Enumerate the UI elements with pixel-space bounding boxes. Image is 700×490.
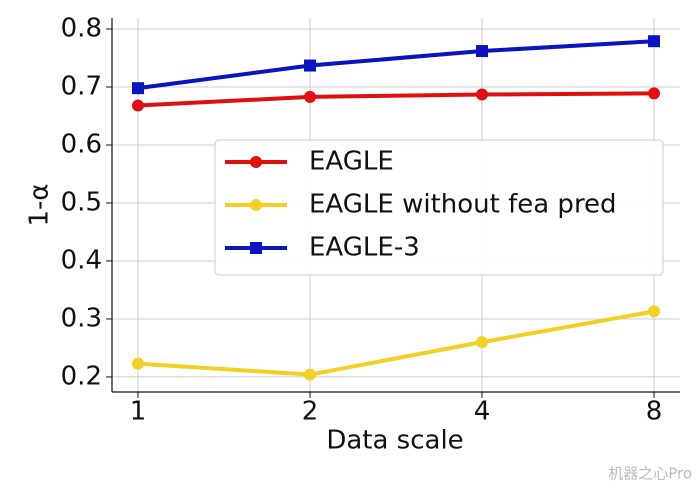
x-tick-label: 1	[130, 397, 147, 427]
y-tick-label: 0.8	[61, 14, 102, 44]
point	[648, 87, 660, 100]
point	[648, 35, 660, 48]
point	[476, 45, 488, 58]
line	[137, 309, 655, 377]
x-tick-label: 2	[302, 397, 319, 427]
legend-label: EAGLE without fea pred	[309, 190, 617, 220]
legend-label: EAGLE	[309, 147, 394, 177]
point	[476, 88, 488, 101]
line	[137, 39, 655, 91]
point	[304, 59, 316, 72]
legend-marker	[250, 199, 262, 211]
point	[304, 90, 316, 103]
x-tick-label: 4	[474, 397, 491, 427]
legend-label: EAGLE-3	[309, 233, 420, 263]
legend-marker	[250, 242, 262, 254]
point	[304, 368, 316, 381]
point	[132, 357, 144, 370]
line	[137, 91, 655, 108]
y-tick-label: 0.5	[61, 187, 102, 217]
y-tick-label: 0.4	[61, 245, 102, 275]
y-axis-label: 1-α	[25, 183, 55, 226]
y-tick-label: 0.7	[61, 72, 102, 102]
legend-marker	[250, 156, 262, 168]
watermark: 机器之心Pro	[608, 465, 692, 483]
y-tick-label: 0.3	[61, 303, 102, 333]
legend-box	[214, 139, 664, 276]
x-axis-label: Data scale	[326, 426, 463, 456]
point	[648, 305, 660, 318]
y-tick-label: 0.6	[61, 129, 102, 159]
point	[132, 99, 144, 112]
x-tick-label: 8	[646, 397, 663, 427]
point	[132, 82, 144, 95]
y-tick-label: 0.2	[61, 361, 102, 391]
point	[476, 336, 488, 349]
